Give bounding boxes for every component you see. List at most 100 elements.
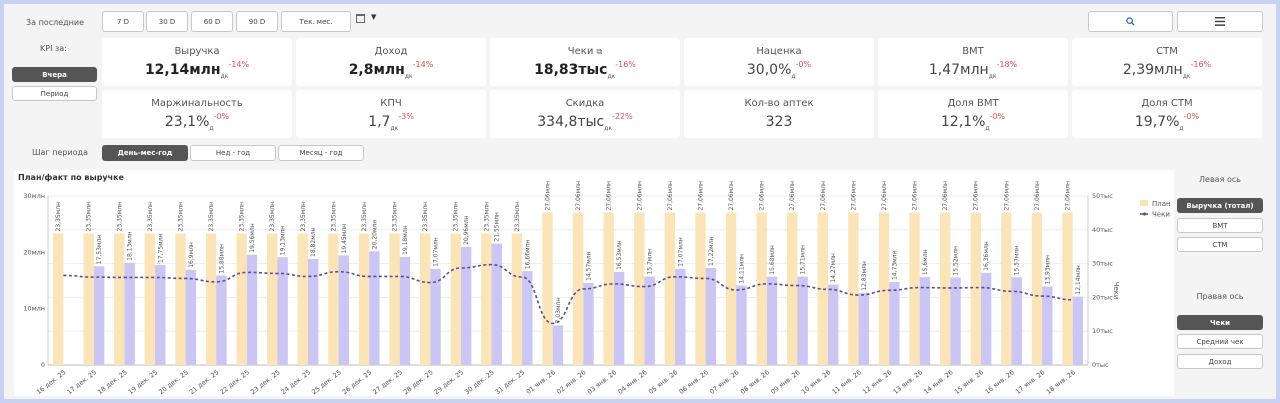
fact-bar <box>1042 286 1053 365</box>
kpi-value: 1,47млндк-18% <box>928 60 1018 80</box>
period-current-month-button[interactable]: Тек. мес. <box>281 11 351 32</box>
kpi-period-button[interactable]: Период <box>12 86 97 101</box>
fact-bar-label: 17,07млн <box>433 237 440 267</box>
fact-bar <box>950 277 961 365</box>
plan-bar-label: 27,06млн <box>667 181 674 211</box>
step-day-button[interactable]: День-мес-год <box>102 145 188 161</box>
fact-bar <box>919 277 931 365</box>
fact-bar-label: 14,27млн <box>830 253 837 283</box>
fact-bar <box>246 254 258 365</box>
plan-bar-label: 23,35млн <box>239 202 246 232</box>
plan-bar <box>1062 212 1073 365</box>
kpi-card-9[interactable]: Кол-во аптек 323 <box>684 90 874 138</box>
kpi-sub: д <box>1179 125 1184 132</box>
external-link-icon[interactable]: ⧉ <box>596 47 603 56</box>
revenue-chart: 0 10млн 20млн 30млн 0тыс 10тыс 20тыс 30тыс 40тыс… <box>23 181 1171 396</box>
right-axis-income-button[interactable]: Доход <box>1177 354 1263 369</box>
kpi-card-4[interactable]: ВМТ 1,47млндк-18% <box>878 38 1068 86</box>
kpi-sub: д <box>985 125 990 132</box>
plan-bar-label: 27,06млн <box>697 181 704 211</box>
kpi-card-8[interactable]: Скидка 334,8тысдк-22% <box>490 90 680 138</box>
menu-button[interactable] <box>1177 11 1263 32</box>
search-button[interactable] <box>1088 11 1173 32</box>
fact-bar <box>675 268 686 365</box>
x-tick-label: 09 янв. 26 <box>769 368 801 396</box>
step-month-button[interactable]: Месяц - год <box>278 145 364 161</box>
y-right-tick-label: 0тыс <box>1092 361 1109 369</box>
fact-bar-label: 15,6млн <box>922 249 929 275</box>
kpi-card-7[interactable]: КПЧ 1,7дк-3% <box>296 90 486 138</box>
plan-bar <box>664 212 676 365</box>
search-icon <box>1126 17 1135 26</box>
kpi-sub: дк <box>604 125 613 132</box>
fact-bar <box>858 292 869 365</box>
kpi-card-3[interactable]: Наценка 30,0%д-0% <box>684 38 874 86</box>
plan-bar <box>603 212 614 365</box>
kpi-delta: -0% <box>213 112 230 121</box>
legend-plan-label: План <box>1152 200 1171 208</box>
kpi-title: Чеки ⧉ <box>567 46 603 57</box>
fact-bar <box>889 282 900 365</box>
fact-bar <box>1011 277 1022 365</box>
plan-bar-label: 23,35млн <box>300 202 307 232</box>
right-axis-avg-check-button[interactable]: Средний чек <box>1177 334 1263 349</box>
left-axis-vmt-button[interactable]: ВМТ <box>1177 218 1263 233</box>
kpi-card-1[interactable]: Доход 2,8млндк-14% <box>296 38 486 86</box>
plan-bar <box>572 212 584 365</box>
fact-bar-label: 12,83млн <box>861 261 868 291</box>
right-axis-checks-button[interactable]: Чеки <box>1177 315 1263 330</box>
plan-bar-label: 27,06млн <box>973 181 980 211</box>
fact-bar <box>460 246 472 365</box>
period-90d-button[interactable]: 90 D <box>236 11 278 32</box>
plan-bar <box>787 212 798 365</box>
plan-bar-label: 27,06млн <box>575 181 582 211</box>
kpi-card-0[interactable]: Выручка 12,14млндк-14% <box>102 38 292 86</box>
plan-bar <box>970 212 981 365</box>
chart-title: План/факт по выручке <box>18 173 124 182</box>
kpi-sub: дк <box>220 73 229 80</box>
period-30d-button[interactable]: 30 D <box>146 11 188 32</box>
fact-bar-label: 17,22млн <box>708 236 715 266</box>
x-tick-label: 04 янв. 26 <box>616 368 648 396</box>
x-tick-label: 07 янв. 26 <box>708 368 740 396</box>
kpi-card-6[interactable]: Маржинальность 23,1%д-0% <box>102 90 292 138</box>
kpi-value: 2,8млндк-14% <box>348 60 434 80</box>
kpi-yesterday-button[interactable]: Вчера <box>12 67 97 82</box>
kpi-value: 334,8тысдк-22% <box>537 112 633 132</box>
legend-checks-marker <box>1142 212 1147 216</box>
left-axis-revenue-button[interactable]: Выручка (тотал) <box>1177 198 1263 213</box>
plan-bar-label: 23,35млн <box>55 202 62 232</box>
fact-bar <box>736 285 747 365</box>
plan-bar <box>389 233 400 365</box>
x-tick-label: 03 янв. 26 <box>586 368 618 396</box>
x-tick-label: 22 дек. 25 <box>218 368 251 396</box>
kpi-card-2[interactable]: Чеки ⧉ 18,83тысдк-16% <box>490 38 680 86</box>
plan-bar-label: 23,35млн <box>116 202 123 232</box>
plan-bar <box>1001 212 1012 365</box>
kpi-card-10[interactable]: Доля ВМТ 12,1%д-0% <box>878 90 1068 138</box>
x-tick-label: 10 янв. 26 <box>800 368 832 396</box>
plan-bar <box>52 233 64 365</box>
period-60d-button[interactable]: 60 D <box>191 11 233 32</box>
x-tick-label: 18 янв. 26 <box>1045 368 1077 396</box>
fact-bar-label: 20,96млн <box>463 215 470 245</box>
fact-bar-label: 15,7млн <box>647 249 654 275</box>
kpi-delta: -18% <box>996 60 1018 69</box>
plan-bar-label: 23,35млн <box>392 202 399 232</box>
kpi-card-5[interactable]: СТМ 2,39млндк-16% <box>1072 38 1262 86</box>
x-tick-label: 08 янв. 26 <box>739 368 771 396</box>
kpi-card-11[interactable]: Доля СТМ 19,7%д-0% <box>1072 90 1262 138</box>
fact-bar-label: 17,75млн <box>157 233 164 263</box>
calendar-icon[interactable] <box>356 14 365 23</box>
y-right-tick-label: 40тыс <box>1092 226 1113 234</box>
step-week-button[interactable]: Нед - год <box>190 145 276 161</box>
left-axis-stm-button[interactable]: СТМ <box>1177 237 1263 252</box>
chevron-down-icon[interactable]: ▼ <box>371 13 377 21</box>
plan-bar <box>175 233 186 365</box>
x-tick-label: 01 янв. 26 <box>525 368 557 396</box>
plan-bar <box>419 233 431 365</box>
fact-bar-label: 18,13млн <box>127 231 134 261</box>
kpi-title: Наценка <box>756 46 802 57</box>
y-left-tick-label: 10млн <box>23 305 45 313</box>
period-7d-button[interactable]: 7 D <box>102 11 144 32</box>
